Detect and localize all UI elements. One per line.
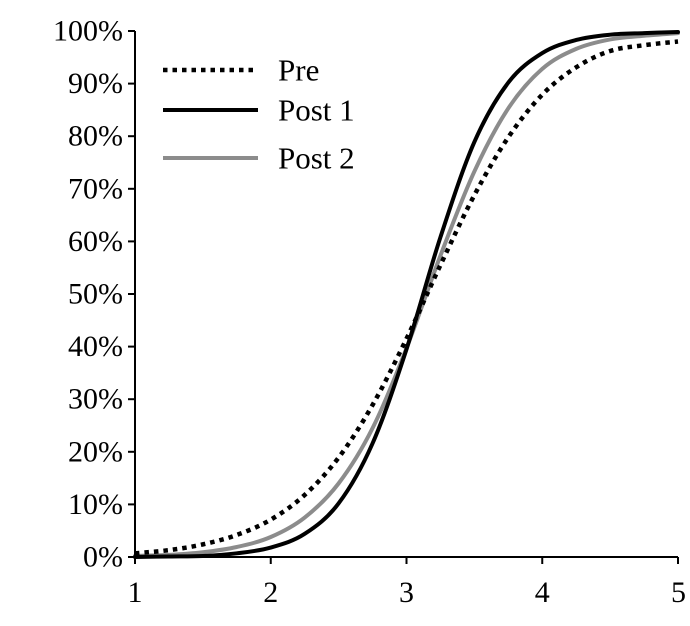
y-tick-label: 0%	[83, 541, 123, 574]
series-line-pre	[134, 39, 679, 556]
series-line-post-1	[133, 30, 680, 559]
y-tick-label: 40%	[68, 330, 123, 363]
x-tick-label: 3	[399, 576, 414, 609]
legend: Pre Post 1 Post 2	[163, 53, 355, 176]
x-axis-ticks: 1 2 3 4 5	[128, 557, 686, 609]
legend-label: Pre	[278, 53, 319, 88]
x-tick-label: 4	[535, 576, 550, 609]
y-tick-label: 20%	[68, 435, 123, 468]
y-axis-ticks: 0% 10% 20% 30% 40% 50% 60% 70% 80% 90% 100%	[53, 15, 135, 574]
y-tick-label: 30%	[68, 383, 123, 416]
legend-label: Post 2	[278, 141, 355, 176]
plot-curves	[133, 30, 680, 559]
y-tick-label: 80%	[68, 120, 123, 153]
y-tick-label: 70%	[68, 172, 123, 205]
y-tick-label: 60%	[68, 225, 123, 258]
legend-label: Post 1	[278, 93, 355, 128]
x-tick-label: 2	[263, 576, 278, 609]
y-tick-label: 10%	[68, 488, 123, 521]
y-tick-label: 50%	[68, 278, 123, 311]
x-tick-label: 5	[671, 576, 686, 609]
y-tick-label: 100%	[53, 15, 123, 48]
y-tick-label: 90%	[68, 67, 123, 100]
x-tick-label: 1	[128, 576, 143, 609]
